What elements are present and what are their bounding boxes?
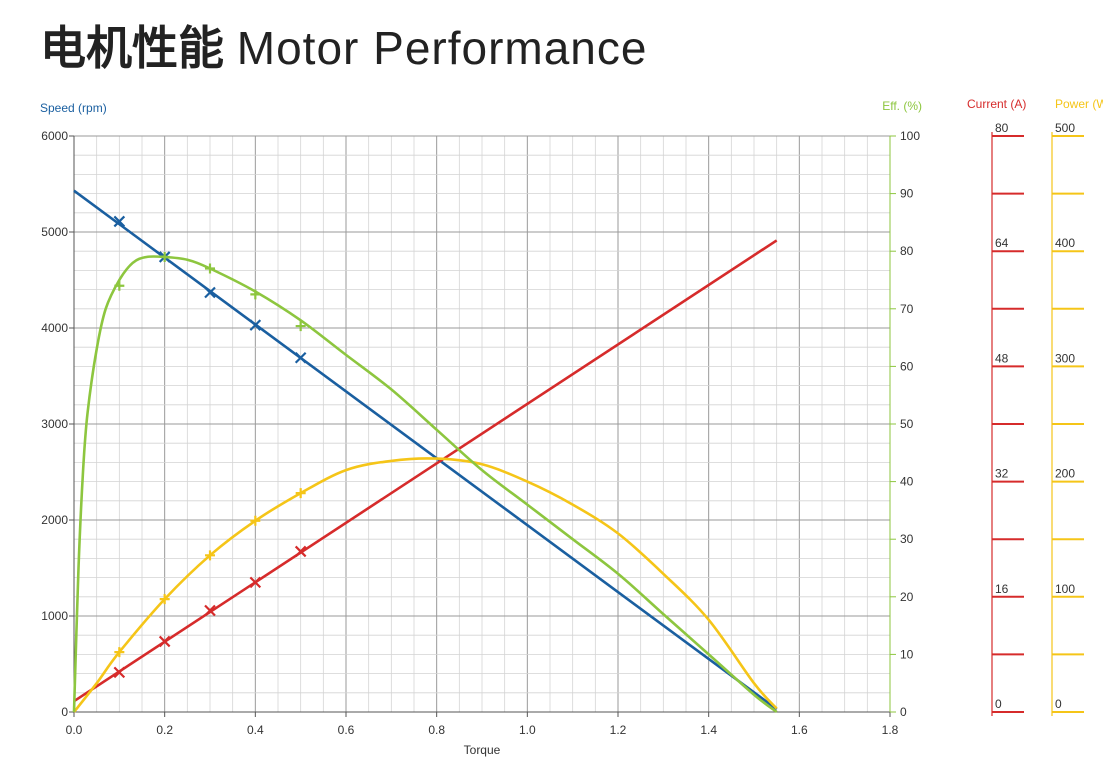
efficiency-tick-label: 10 bbox=[900, 647, 914, 661]
power-data-marker bbox=[159, 594, 170, 605]
efficiency-axis-title: Eff. (%) bbox=[882, 99, 922, 113]
efficiency-data-marker bbox=[295, 321, 306, 332]
speed-tick-label: 5000 bbox=[41, 225, 68, 239]
current-scale-label: 48 bbox=[995, 351, 1009, 365]
current-scale-label: 0 bbox=[995, 697, 1002, 711]
current-scale-label: 80 bbox=[995, 121, 1009, 135]
efficiency-tick-label: 70 bbox=[900, 302, 914, 316]
power-scale-label: 100 bbox=[1055, 582, 1075, 596]
power-scale-label: 400 bbox=[1055, 236, 1075, 250]
power-data-marker bbox=[114, 647, 125, 658]
efficiency-tick-label: 60 bbox=[900, 359, 914, 373]
current-scale-label: 32 bbox=[995, 467, 1009, 481]
x-tick-label: 1.0 bbox=[519, 723, 536, 737]
x-tick-label: 0.6 bbox=[338, 723, 355, 737]
power-data-marker bbox=[250, 515, 261, 526]
speed-data-marker bbox=[249, 319, 262, 331]
efficiency-tick-label: 100 bbox=[900, 129, 920, 143]
speed-tick-label: 3000 bbox=[41, 417, 68, 431]
efficiency-data-marker bbox=[250, 289, 261, 300]
speed-data-marker bbox=[294, 351, 307, 364]
current-curve bbox=[73, 239, 778, 703]
x-tick-label: 0.2 bbox=[156, 723, 173, 737]
efficiency-tick-label: 50 bbox=[900, 417, 914, 431]
power-curve bbox=[72, 457, 778, 713]
speed-axis-title: Speed (rpm) bbox=[40, 101, 107, 115]
speed-data-marker bbox=[204, 286, 216, 299]
power-scale-label: 500 bbox=[1055, 121, 1075, 135]
efficiency-tick-label: 80 bbox=[900, 244, 914, 258]
x-tick-label: 0.4 bbox=[247, 723, 264, 737]
power-series bbox=[72, 457, 778, 713]
x-tick-label: 0.8 bbox=[428, 723, 445, 737]
power-scale-label: 0 bbox=[1055, 697, 1062, 711]
speed-tick-label: 6000 bbox=[41, 129, 68, 143]
efficiency-tick-label: 0 bbox=[900, 705, 907, 719]
current-data-marker bbox=[294, 545, 307, 558]
power-data-marker bbox=[295, 488, 306, 499]
x-tick-label: 1.6 bbox=[791, 723, 808, 737]
speed-curve bbox=[73, 189, 778, 711]
x-axis-title: Torque bbox=[464, 743, 501, 757]
x-tick-label: 0.0 bbox=[66, 723, 83, 737]
x-tick-label: 1.2 bbox=[610, 723, 627, 737]
speed-tick-label: 0 bbox=[61, 705, 68, 719]
x-tick-label: 1.8 bbox=[882, 723, 899, 737]
grid bbox=[73, 135, 891, 713]
power-data-marker bbox=[205, 550, 215, 561]
current-scale-title: Current (A) bbox=[967, 97, 1026, 111]
current-data-marker bbox=[249, 576, 262, 589]
speed-tick-label: 4000 bbox=[41, 321, 68, 335]
speed-data-marker bbox=[113, 215, 126, 228]
title-chinese: 电机性能 bbox=[40, 21, 224, 75]
efficiency-data-marker bbox=[205, 263, 215, 274]
current-data-marker bbox=[158, 635, 171, 648]
title-english: Motor Performance bbox=[236, 22, 648, 74]
current-scale-label: 64 bbox=[995, 236, 1009, 250]
efficiency-curve bbox=[72, 255, 778, 714]
efficiency-tick-label: 30 bbox=[900, 532, 914, 546]
power-scale-label: 200 bbox=[1055, 467, 1075, 481]
efficiency-data-marker bbox=[159, 251, 170, 262]
efficiency-tick-label: 40 bbox=[900, 475, 914, 489]
efficiency-tick-label: 20 bbox=[900, 590, 914, 604]
x-tick-label: 1.4 bbox=[700, 723, 717, 737]
efficiency-series bbox=[72, 251, 778, 714]
current-data-marker bbox=[113, 666, 126, 679]
current-scale-label: 16 bbox=[995, 582, 1009, 596]
page-title: 电机性能 Motor Performance bbox=[40, 12, 647, 78]
current-data-marker bbox=[204, 604, 216, 617]
efficiency-data-marker bbox=[114, 280, 125, 291]
speed-tick-label: 2000 bbox=[41, 513, 68, 527]
speed-tick-label: 1000 bbox=[41, 609, 68, 623]
efficiency-tick-label: 90 bbox=[900, 187, 914, 201]
power-scale-title: Power (W) bbox=[1055, 97, 1103, 111]
power-scale-label: 300 bbox=[1055, 351, 1075, 365]
current-series bbox=[73, 239, 778, 703]
